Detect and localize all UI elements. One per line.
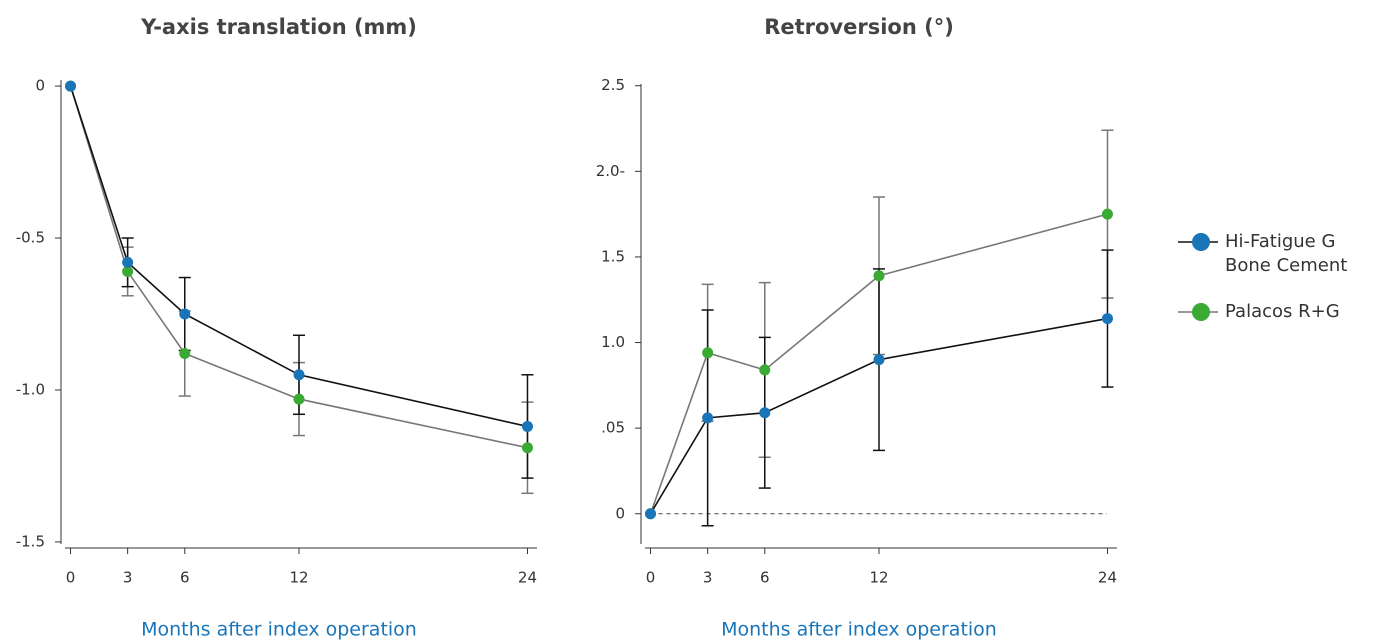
x-axis-label: Months after index operation [141,619,417,641]
point [179,348,191,360]
y-tick-label: 1.5 [601,247,625,265]
point [759,407,771,419]
point [702,412,714,424]
x-tick-label: 12 [869,569,888,587]
point [521,442,533,454]
point [645,508,657,520]
point [1101,208,1113,220]
x-tick-label: 24 [518,569,537,587]
legend-marker [1192,233,1210,251]
x-tick-label: 0 [66,569,76,587]
x-tick-label: 3 [703,569,713,587]
point [873,270,885,282]
chart-title: Y-axis translation (mm) [140,15,417,39]
y-tick-label: 1.0 [601,333,625,351]
chart-title: Retroversion (°) [764,15,954,39]
point [873,354,885,366]
point [702,347,714,359]
x-tick-label: 12 [289,569,308,587]
point [293,393,305,405]
point [65,80,77,92]
y-tick-label: 2.0- [596,162,625,180]
y-tick-label: -1.5 [16,532,45,550]
point [759,364,771,376]
point [122,256,134,268]
point [293,369,305,381]
x-tick-label: 6 [760,569,770,587]
x-tick-label: 6 [180,569,190,587]
x-tick-label: 0 [646,569,656,587]
point [122,265,134,277]
y-tick-label: 0 [615,504,625,522]
point [1101,313,1113,325]
y-tick-label: 2.5 [601,76,625,94]
legend-label: Palacos R+G [1225,301,1340,322]
y-tick-label: 0 [35,77,45,95]
x-tick-label: 3 [123,569,133,587]
legend-label: Hi-Fatigue G Bone Cement [1225,231,1348,276]
y-tick-label: .05 [601,419,625,437]
legend-marker [1192,303,1210,321]
y-tick-label: -1.0 [16,380,45,398]
x-axis-label: Months after index operation [721,619,997,641]
point [521,420,533,432]
x-tick-label: 24 [1098,569,1117,587]
point [179,308,191,320]
y-tick-label: -0.5 [16,229,45,247]
